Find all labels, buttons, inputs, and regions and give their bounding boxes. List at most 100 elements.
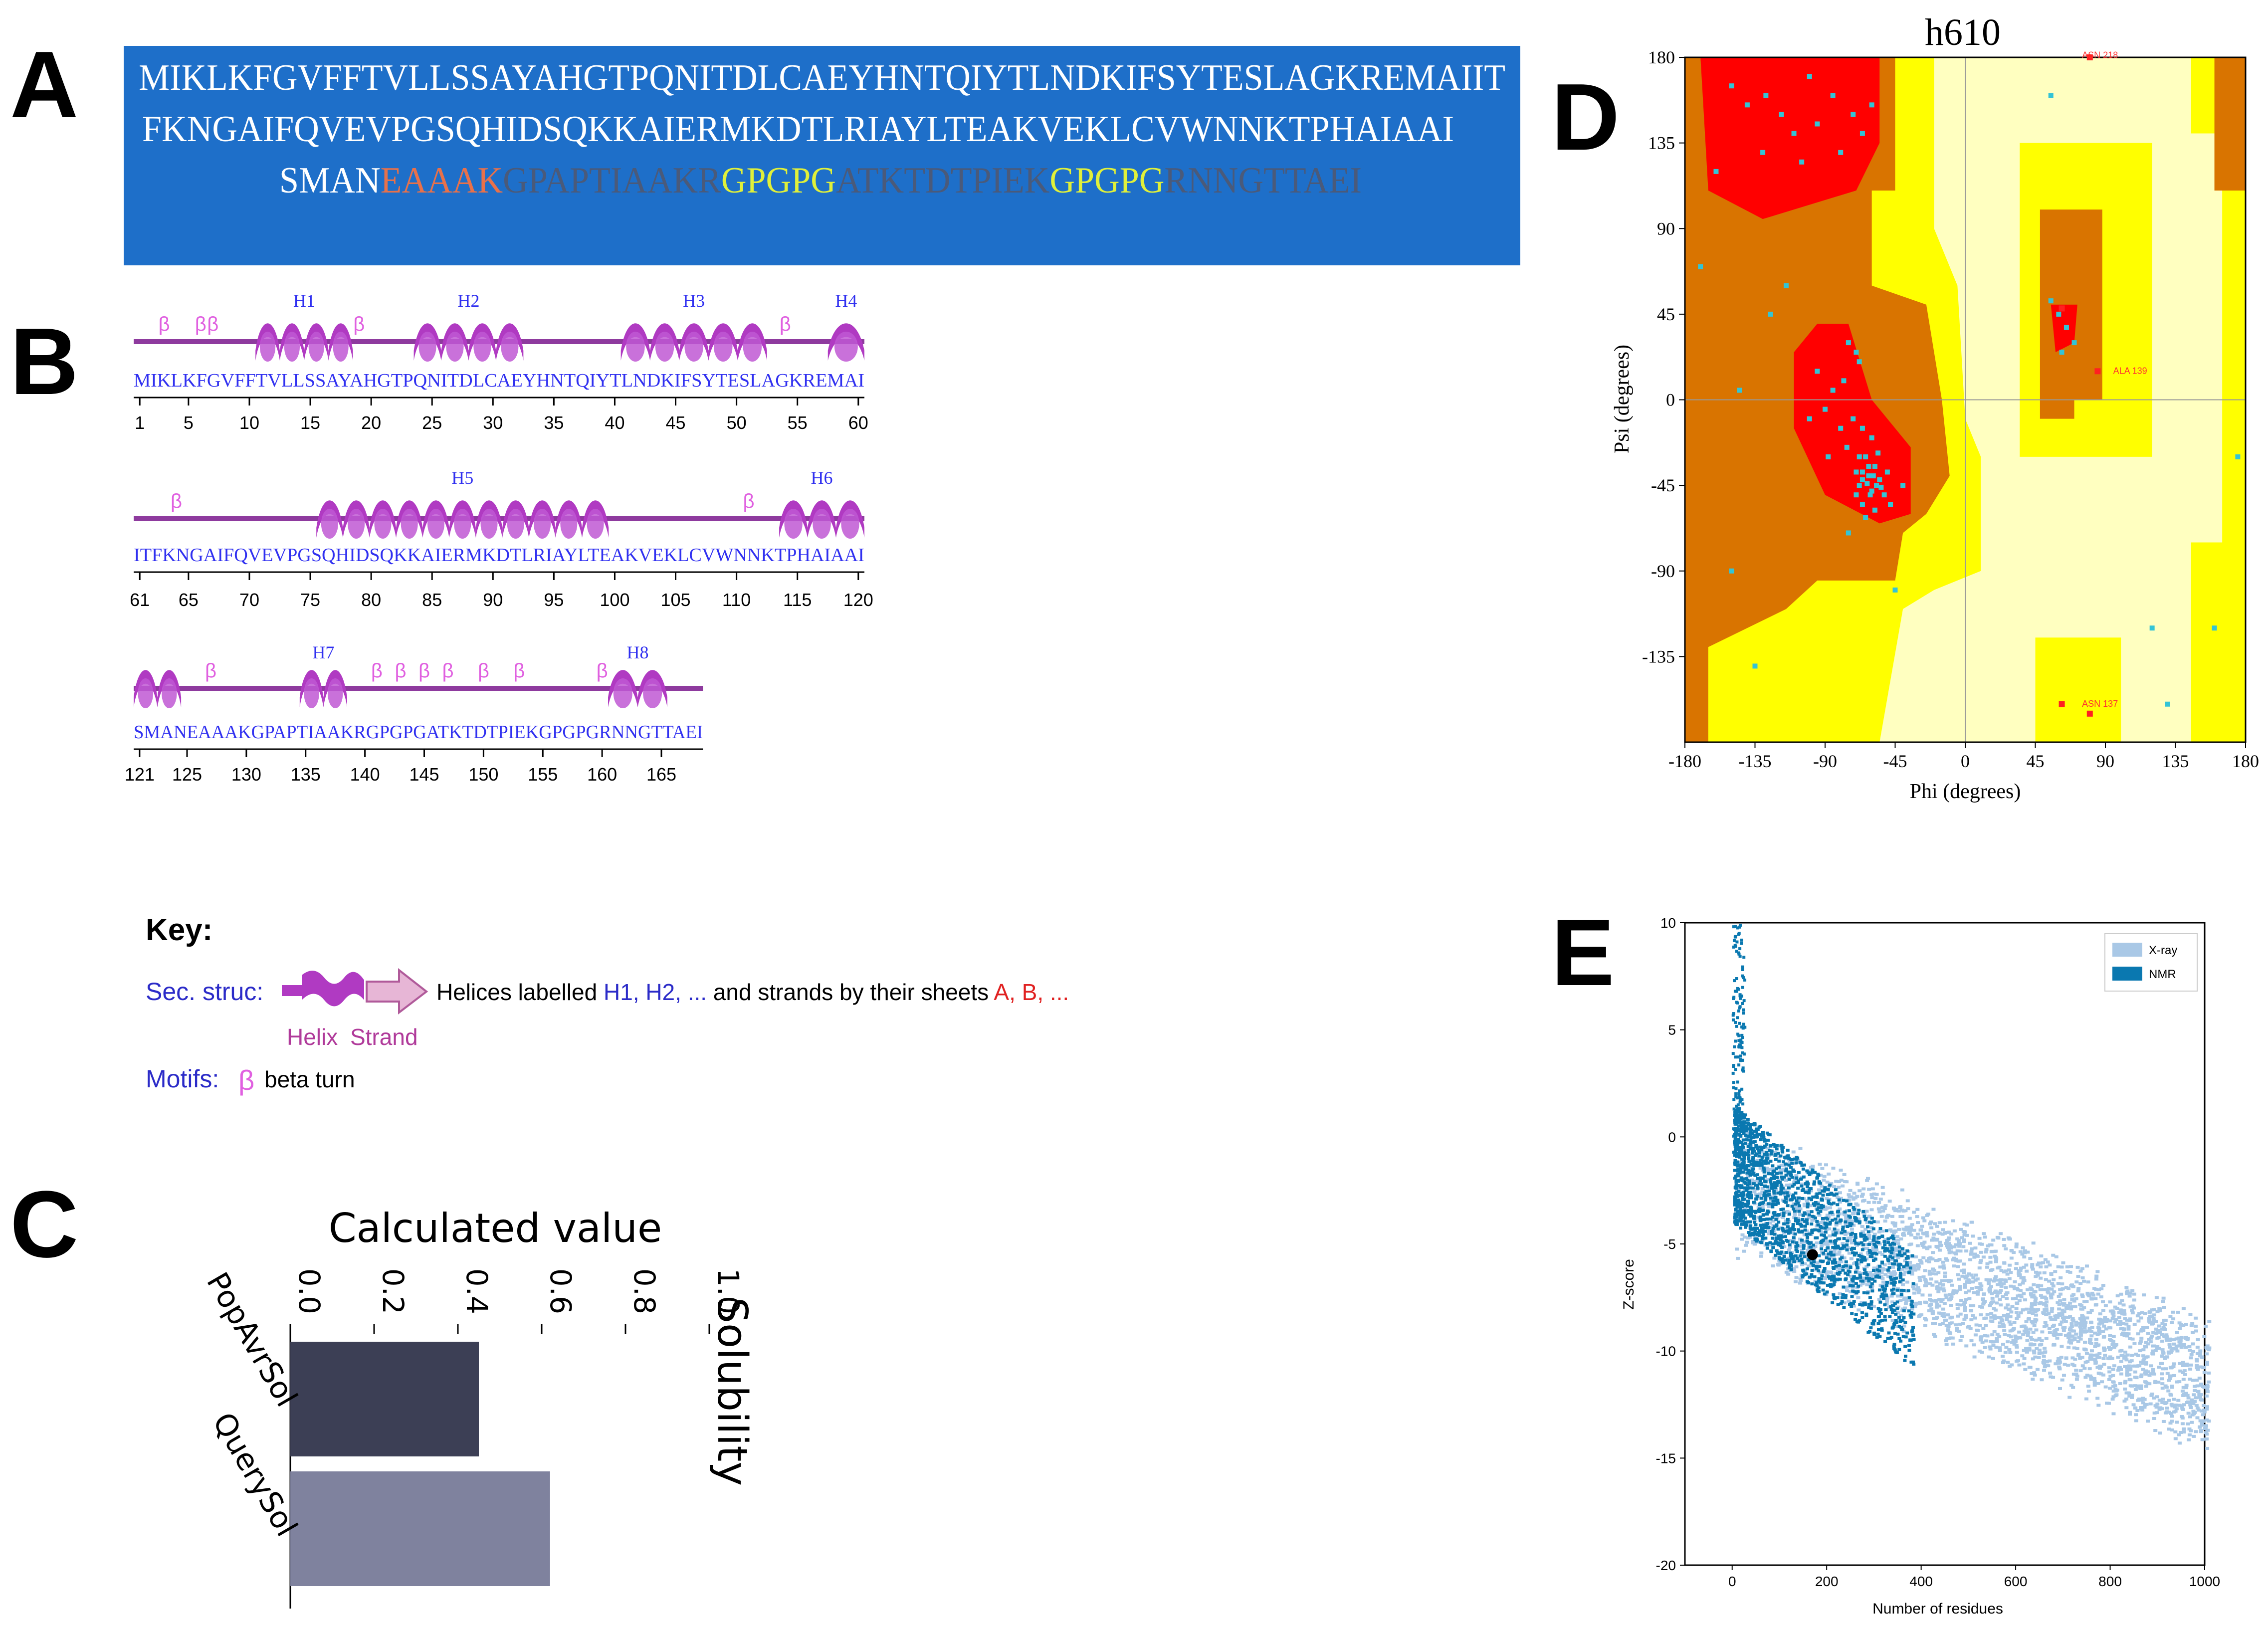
- nmr-point: [1735, 1152, 1739, 1156]
- nmr-point: [1740, 1184, 1744, 1188]
- xray-point: [1999, 1303, 2003, 1307]
- rama-y-tick-label: -135: [1642, 646, 1675, 666]
- xray-point: [2160, 1382, 2165, 1386]
- nmr-point: [1732, 997, 1735, 1001]
- xray-point: [1828, 1270, 1833, 1274]
- xray-point: [1998, 1280, 2003, 1284]
- xray-point: [1794, 1276, 1799, 1279]
- rama-residue-point: [1870, 473, 1876, 479]
- xray-point: [2008, 1351, 2013, 1354]
- xray-point: [2151, 1317, 2156, 1320]
- nmr-point: [1862, 1233, 1866, 1237]
- helix-coil: [507, 509, 524, 539]
- xray-point: [1896, 1242, 1900, 1245]
- xray-point: [1836, 1186, 1841, 1189]
- xray-point: [1914, 1301, 1919, 1305]
- nmr-point: [1742, 1120, 1746, 1124]
- nmr-point: [1732, 1012, 1735, 1016]
- nmr-point: [1820, 1233, 1824, 1237]
- nmr-point: [1746, 1193, 1750, 1197]
- nmr-point: [1859, 1241, 1863, 1244]
- nmr-point: [1768, 1133, 1772, 1137]
- xray-point: [2064, 1305, 2068, 1309]
- nmr-point: [1780, 1144, 1784, 1147]
- nmr-point: [1868, 1330, 1872, 1333]
- xray-point: [2067, 1396, 2072, 1399]
- xray-point: [1852, 1282, 1856, 1285]
- nmr-point: [1844, 1260, 1848, 1263]
- xray-point: [1888, 1271, 1893, 1275]
- nmr-point: [1806, 1235, 1810, 1239]
- xray-point: [1931, 1322, 1935, 1325]
- solubility-axis-label: Solubility: [708, 1297, 756, 1486]
- rama-outlier-point: [2086, 54, 2093, 60]
- nmr-point: [1890, 1326, 1894, 1330]
- xray-point: [1788, 1239, 1793, 1242]
- nmr-point: [1902, 1309, 1906, 1313]
- xray-point: [1855, 1286, 1859, 1289]
- nmr-point: [1755, 1135, 1759, 1138]
- xray-point: [2008, 1322, 2013, 1326]
- nmr-point: [1850, 1305, 1854, 1308]
- xray-point: [1925, 1234, 1929, 1237]
- xray-point: [2111, 1381, 2116, 1384]
- xray-point: [2200, 1424, 2204, 1427]
- nmr-point: [1734, 1192, 1738, 1195]
- xray-point: [1798, 1213, 1803, 1217]
- xray-point: [1982, 1316, 1987, 1320]
- nmr-point: [1800, 1230, 1804, 1234]
- xray-point: [1910, 1223, 1914, 1226]
- nmr-point: [1740, 1205, 1744, 1209]
- xray-point: [1935, 1303, 1939, 1306]
- xray-point: [2113, 1384, 2117, 1388]
- nmr-point: [1890, 1311, 1894, 1314]
- xray-point: [1907, 1264, 1911, 1268]
- solubility-tick-label: 0.2: [376, 1268, 410, 1314]
- nmr-point: [1782, 1200, 1786, 1203]
- nmr-point: [1761, 1133, 1765, 1137]
- nmr-point: [1737, 1094, 1741, 1097]
- xray-point: [2096, 1404, 2101, 1407]
- xray-point: [1971, 1280, 1975, 1284]
- nmr-point: [1749, 1194, 1753, 1198]
- nmr-point: [1743, 1113, 1747, 1117]
- xray-point: [2060, 1265, 2064, 1269]
- nmr-point: [1737, 1194, 1741, 1197]
- nmr-point: [1791, 1257, 1795, 1260]
- nmr-point: [1867, 1242, 1871, 1246]
- xray-point: [1989, 1315, 1994, 1319]
- xray-point: [1771, 1167, 1776, 1171]
- xray-point: [2021, 1246, 2025, 1249]
- xray-point: [1935, 1287, 1939, 1290]
- rama-x-tick-label: -135: [1739, 751, 1772, 771]
- nmr-point: [1884, 1294, 1888, 1297]
- xray-point: [2030, 1320, 2034, 1323]
- nmr-point: [1899, 1276, 1903, 1279]
- nmr-point: [1743, 1168, 1747, 1171]
- nmr-point: [1810, 1228, 1814, 1232]
- xray-point: [2141, 1326, 2146, 1329]
- xray-point: [1798, 1207, 1803, 1211]
- nmr-point: [1821, 1217, 1825, 1220]
- rama-residue-point: [1854, 350, 1859, 355]
- nmr-point: [1883, 1249, 1887, 1253]
- helix-coil: [626, 332, 645, 362]
- xray-point: [2148, 1320, 2152, 1324]
- xray-point: [1955, 1249, 1960, 1252]
- nmr-point: [1765, 1246, 1769, 1250]
- nmr-point: [1819, 1210, 1823, 1213]
- xray-point: [1818, 1163, 1822, 1166]
- nmr-point: [1762, 1225, 1766, 1229]
- xray-point: [2086, 1385, 2090, 1388]
- xray-point: [1938, 1240, 1942, 1244]
- nmr-point: [1879, 1312, 1883, 1315]
- nmr-point: [1792, 1170, 1796, 1173]
- nmr-point: [1833, 1279, 1837, 1283]
- xray-point: [1908, 1225, 1913, 1229]
- xray-point: [1985, 1265, 1990, 1269]
- nmr-point: [1814, 1195, 1818, 1198]
- nmr-point: [1889, 1278, 1893, 1281]
- nmr-point: [1849, 1232, 1853, 1236]
- xray-point: [1817, 1214, 1822, 1217]
- xray-point: [1982, 1301, 1986, 1305]
